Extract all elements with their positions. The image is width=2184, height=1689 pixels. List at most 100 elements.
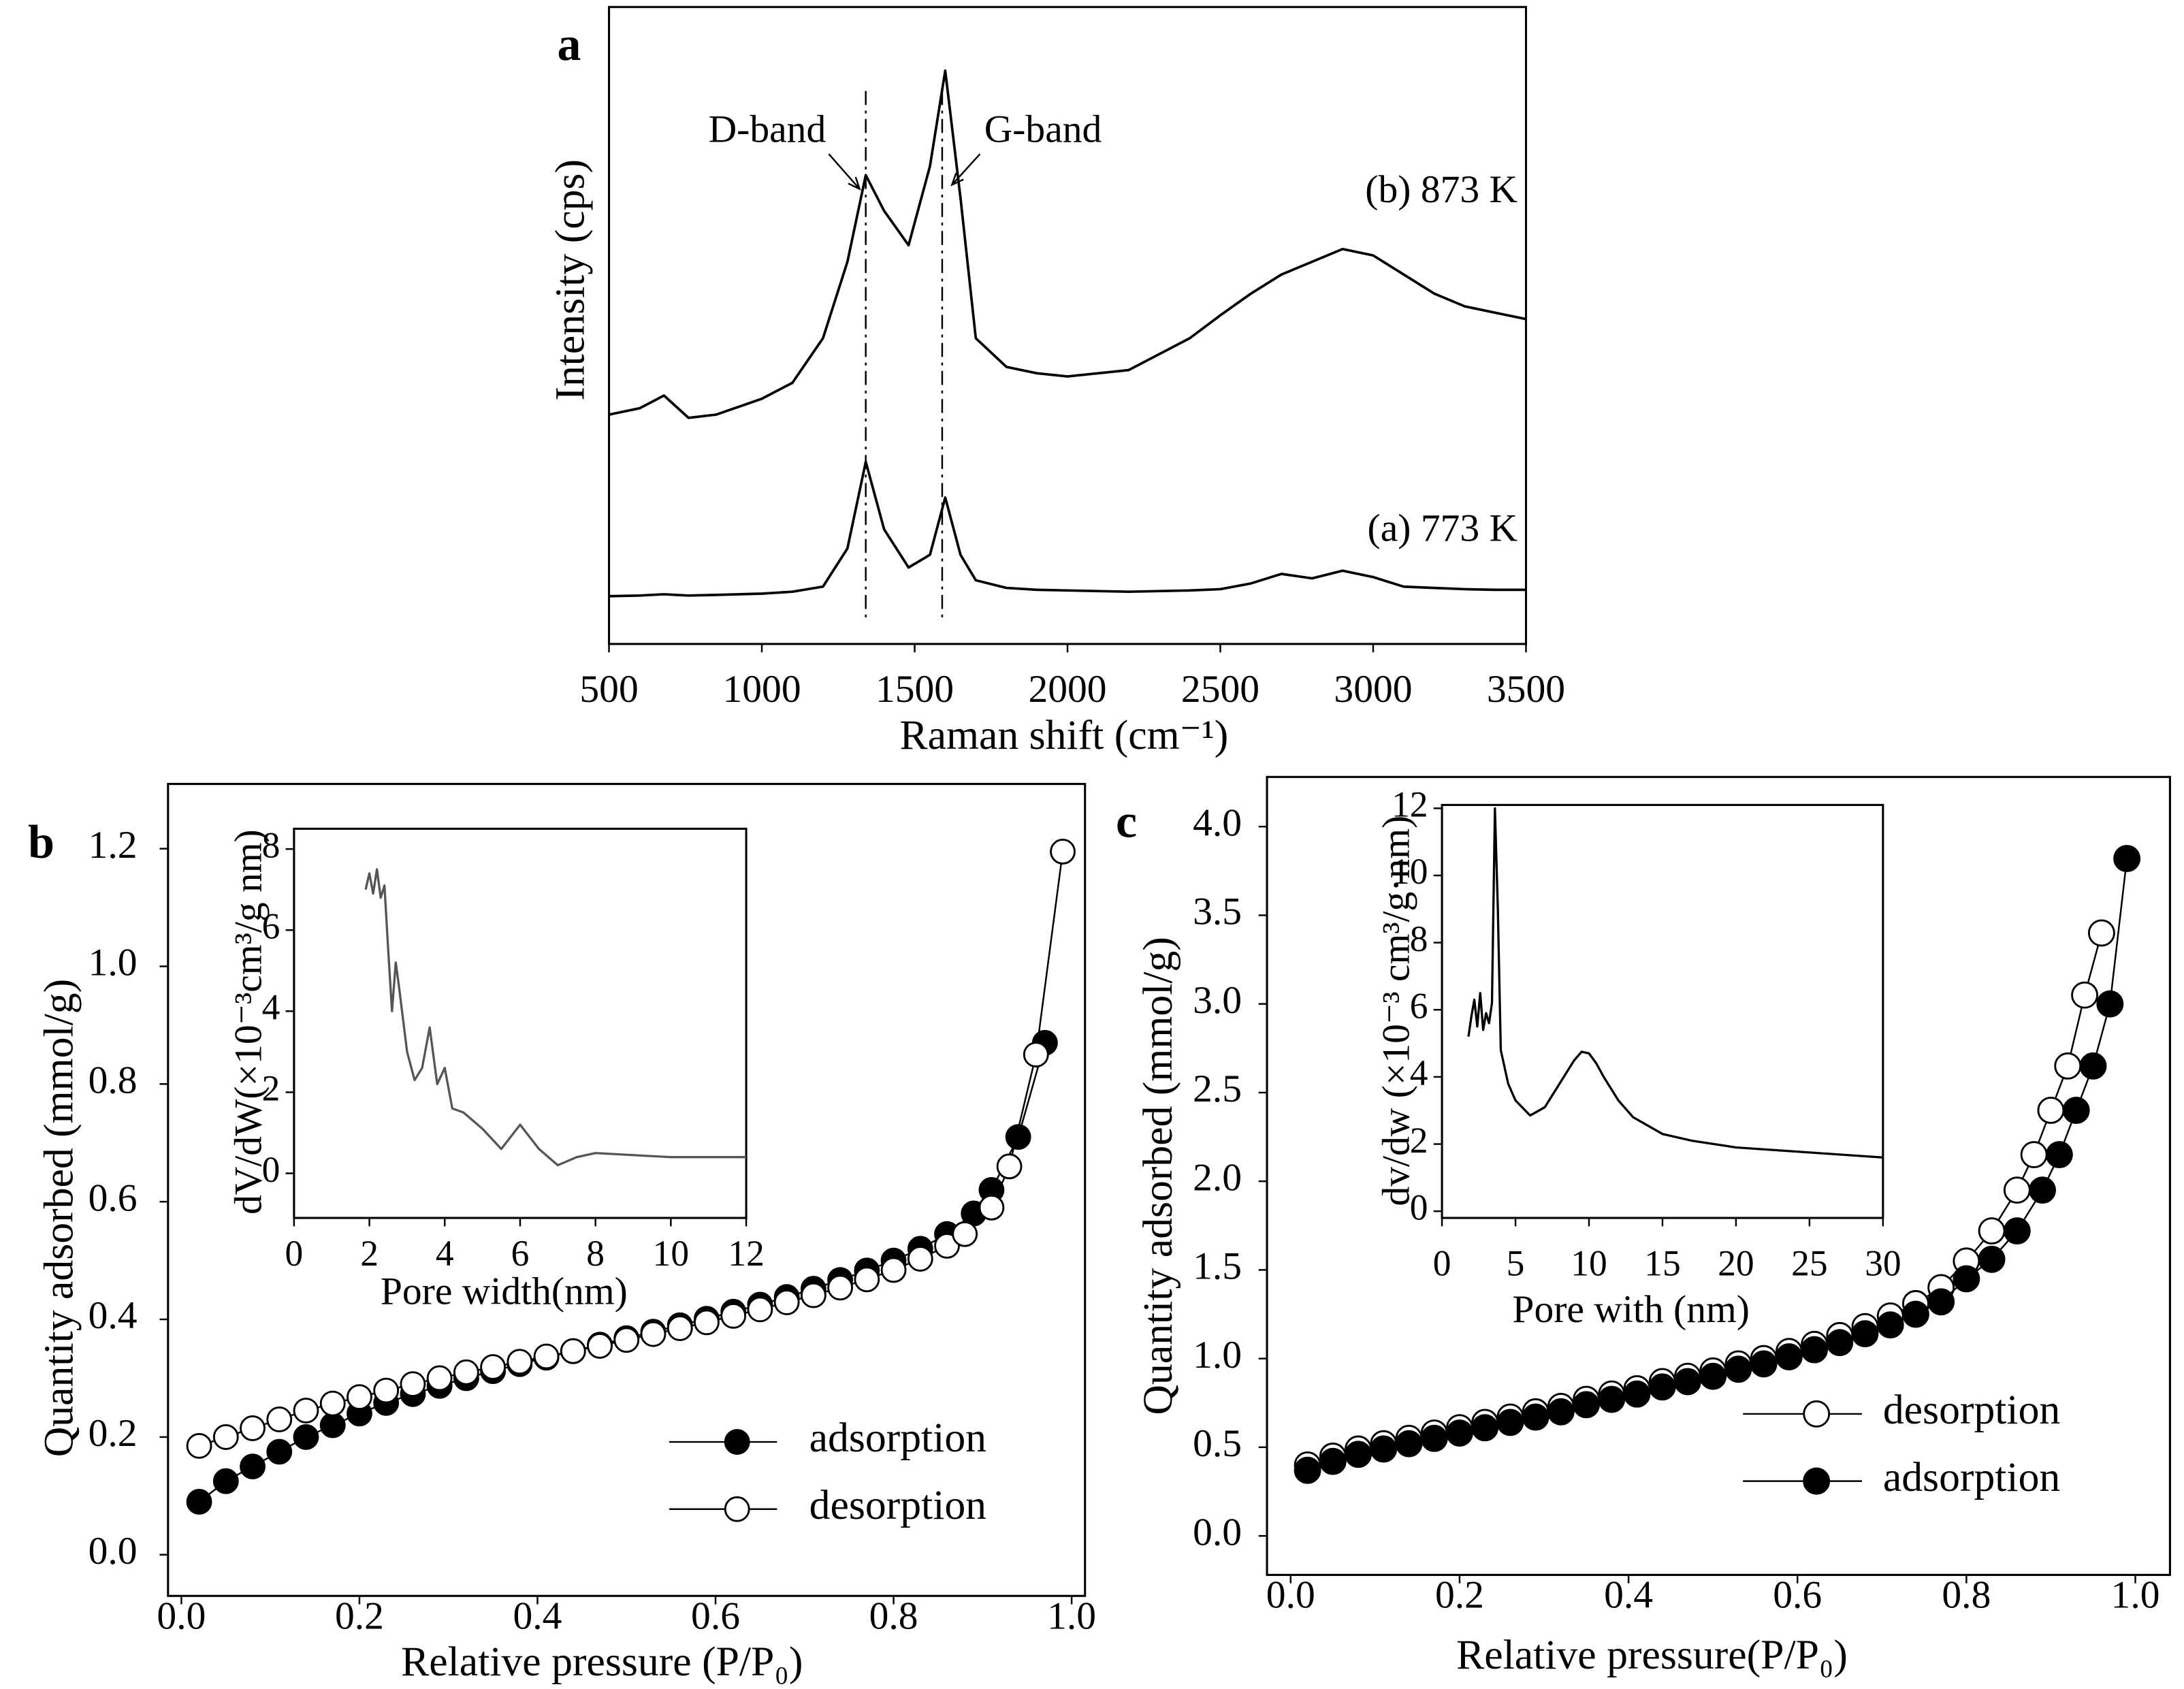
data-point xyxy=(1876,1311,1904,1339)
data-point xyxy=(667,1315,693,1341)
x-tick-label: 12 xyxy=(728,1233,764,1274)
x-tick-label: 1.0 xyxy=(2111,1574,2160,1617)
data-point xyxy=(1573,1391,1600,1419)
x-tick-label: 3000 xyxy=(1334,668,1412,711)
data-point xyxy=(1294,1456,1321,1484)
data-line xyxy=(364,868,747,1167)
data-point xyxy=(1420,1424,1448,1452)
data-point xyxy=(1750,1350,1778,1378)
legend-marker xyxy=(724,1496,750,1522)
series-label: (b) 873 K xyxy=(1365,168,1517,211)
data-point xyxy=(1775,1343,1803,1370)
y-tick-label: 8 xyxy=(262,824,280,865)
annotation-arrow xyxy=(951,153,981,186)
data-point xyxy=(1345,1441,1372,1468)
data-point xyxy=(747,1296,773,1323)
y-tick-label: 2.5 xyxy=(1193,1067,1242,1110)
x-tick-label: 0.2 xyxy=(1435,1574,1484,1617)
data-point xyxy=(347,1384,372,1411)
data-point xyxy=(587,1333,613,1359)
data-point xyxy=(2037,1097,2065,1124)
data-point xyxy=(1023,1042,1049,1068)
x-tick-label: 10 xyxy=(653,1233,689,1274)
data-line xyxy=(609,69,1526,419)
annotation: G-band xyxy=(984,108,1102,151)
data-point xyxy=(2096,990,2124,1018)
data-point xyxy=(212,1468,239,1494)
x-tick-label: 15 xyxy=(1644,1242,1680,1283)
data-point xyxy=(533,1343,560,1370)
data-point xyxy=(854,1266,880,1293)
x-tick-label: 5 xyxy=(1507,1242,1525,1283)
y-tick-label: 0.0 xyxy=(89,1530,138,1573)
y-tick-label: 4 xyxy=(1410,1052,1428,1093)
data-point xyxy=(2020,1141,2048,1169)
data-point xyxy=(1851,1320,1879,1348)
data-point xyxy=(1522,1403,1549,1431)
data-point xyxy=(613,1327,640,1353)
data-point xyxy=(1648,1373,1676,1401)
data-point xyxy=(2071,981,2099,1009)
data-point xyxy=(978,1194,1005,1221)
data-point xyxy=(952,1221,978,1247)
y-tick-label: 1.5 xyxy=(1193,1245,1242,1288)
y-tick-label: 3.0 xyxy=(1193,979,1242,1022)
x-tick-label: 6 xyxy=(511,1233,530,1274)
data-point xyxy=(453,1359,479,1385)
x-tick-label: 1000 xyxy=(722,668,801,711)
x-tick-label: 0.8 xyxy=(869,1594,918,1637)
y-axis-label: Intensity (cps) xyxy=(547,159,593,401)
data-point xyxy=(2079,1052,2107,1080)
data-point xyxy=(1005,1124,1031,1151)
data-point xyxy=(1395,1430,1423,1458)
data-point xyxy=(2003,1176,2031,1204)
y-tick-label: 0.8 xyxy=(89,1059,138,1102)
y-tick-label: 1.2 xyxy=(89,824,138,867)
x-tick-label: 0 xyxy=(1433,1242,1451,1283)
x-tick-label: 1500 xyxy=(876,668,954,711)
data-point xyxy=(1623,1380,1651,1408)
y-tick-label: 6 xyxy=(1410,986,1428,1027)
y-tick-label: 0.4 xyxy=(89,1294,138,1337)
y-tick-label: 1.0 xyxy=(1193,1334,1242,1377)
x-tick-label: 20 xyxy=(1718,1242,1754,1283)
y-tick-label: 8 xyxy=(1410,918,1428,959)
y-tick-label: 4 xyxy=(262,987,280,1028)
data-point xyxy=(373,1377,400,1404)
data-point xyxy=(720,1302,747,1329)
data-point xyxy=(2003,1217,2031,1245)
y-axis-label: dV/dW(×10⁻³cm³/g nm) xyxy=(227,829,270,1215)
series-label: (a) 773 K xyxy=(1368,507,1518,550)
data-point xyxy=(400,1371,426,1398)
data-point xyxy=(2054,1052,2082,1080)
data-point xyxy=(996,1153,1023,1180)
legend-marker xyxy=(1803,1400,1831,1428)
y-tick-label: 0 xyxy=(262,1149,280,1190)
data-line xyxy=(1467,807,1883,1159)
data-line xyxy=(199,851,1064,1447)
data-point xyxy=(293,1398,319,1423)
y-tick-label: 2 xyxy=(1410,1120,1428,1161)
y-tick-label: 12 xyxy=(1392,784,1428,825)
legend-marker xyxy=(724,1429,750,1455)
x-axis-label: Raman shift (cm⁻¹) xyxy=(899,712,1228,758)
x-tick-label: 0.0 xyxy=(157,1594,206,1637)
data-point xyxy=(907,1246,933,1272)
x-tick-label: 2500 xyxy=(1181,668,1259,711)
data-point xyxy=(186,1432,212,1459)
legend-label: adsorption xyxy=(1883,1454,2060,1500)
data-point xyxy=(507,1349,533,1375)
annotation-arrow xyxy=(828,153,861,190)
data-point xyxy=(1826,1329,1854,1357)
x-tick-label: 0.8 xyxy=(1942,1574,1991,1617)
y-tick-label: 3.5 xyxy=(1193,890,1242,933)
data-point xyxy=(1901,1300,1929,1328)
y-tick-label: 6 xyxy=(262,906,280,947)
x-tick-label: 0 xyxy=(285,1233,304,1274)
data-point xyxy=(2113,845,2141,873)
plot-frame xyxy=(293,827,748,1219)
x-tick-label: 2000 xyxy=(1028,668,1106,711)
y-axis-label: Quantity adsorbed (mmol/g) xyxy=(1135,937,1181,1415)
x-tick-label: 0.4 xyxy=(513,1594,562,1637)
panel-label: c xyxy=(1116,795,1137,848)
